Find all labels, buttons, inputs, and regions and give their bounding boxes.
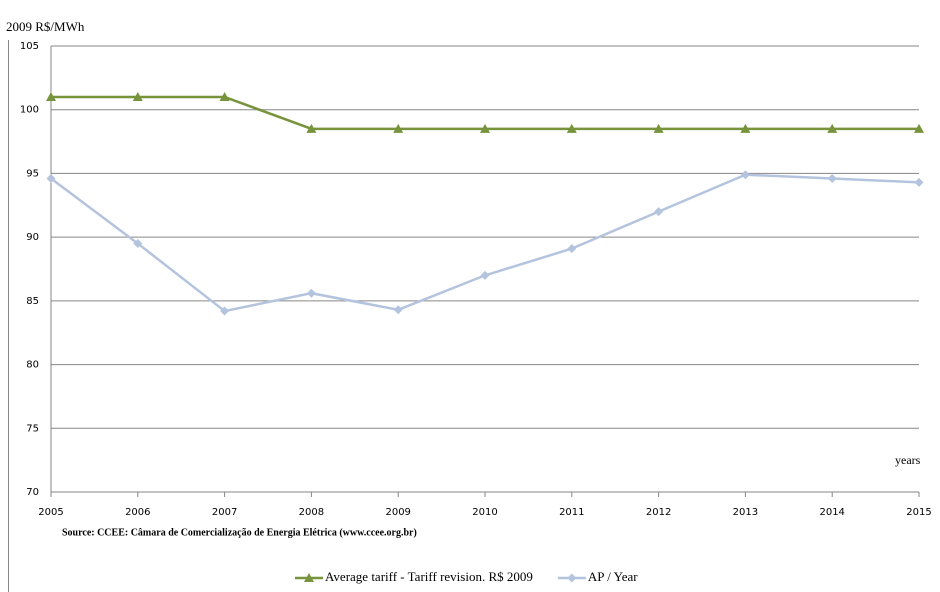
- y-tick-label: 80: [26, 360, 39, 371]
- data-point: [827, 123, 838, 133]
- x-tick-label: 2006: [125, 507, 150, 518]
- x-tick-label: 2009: [385, 507, 410, 518]
- y-tick-label: 105: [20, 41, 39, 52]
- data-point: [914, 123, 924, 133]
- data-point: [306, 123, 317, 133]
- data-point: [46, 174, 56, 184]
- data-point: [914, 177, 924, 187]
- legend-marker: [304, 573, 314, 582]
- data-point: [133, 239, 143, 249]
- y-axis-label: 2009 R$/MWh: [6, 19, 85, 34]
- y-tick-label: 90: [26, 232, 39, 243]
- data-point: [393, 123, 404, 133]
- data-point: [827, 174, 837, 184]
- y-tick-label: 75: [26, 423, 39, 434]
- legend-marker: [567, 573, 577, 583]
- data-point: [740, 123, 751, 133]
- x-tick-label: 2014: [819, 507, 844, 518]
- data-point: [393, 305, 403, 315]
- data-point: [480, 123, 490, 133]
- data-point: [654, 207, 664, 217]
- x-tick-label: 2007: [212, 507, 237, 518]
- x-axis-label: years: [895, 453, 921, 467]
- data-point: [46, 91, 56, 101]
- data-point: [567, 244, 577, 254]
- y-tick-label: 100: [20, 105, 39, 116]
- data-point: [132, 91, 143, 101]
- data-point: [566, 123, 577, 133]
- data-point: [220, 306, 230, 316]
- y-tick-label: 70: [26, 487, 39, 498]
- x-tick-label: 2010: [472, 507, 497, 518]
- legend: Average tariff - Tariff revision. R$ 200…: [295, 569, 638, 584]
- x-tick-label: 2005: [38, 507, 63, 518]
- x-tick-label: 2011: [559, 507, 584, 518]
- legend-label: AP / Year: [588, 569, 638, 584]
- y-tick-label: 95: [26, 168, 39, 179]
- data-point: [306, 288, 316, 298]
- source-note: Source: CCEE: Câmara de Comercialização …: [62, 527, 417, 538]
- data-point: [480, 270, 490, 280]
- y-tick-label: 85: [26, 296, 39, 307]
- data-point: [219, 91, 230, 101]
- x-tick-label: 2012: [646, 507, 671, 518]
- data-point: [740, 170, 750, 180]
- x-tick-label: 2008: [299, 507, 324, 518]
- data-point: [653, 123, 664, 133]
- x-tick-label: 2013: [733, 507, 758, 518]
- x-tick-label: 2015: [906, 507, 931, 518]
- legend-label: Average tariff - Tariff revision. R$ 200…: [325, 569, 533, 584]
